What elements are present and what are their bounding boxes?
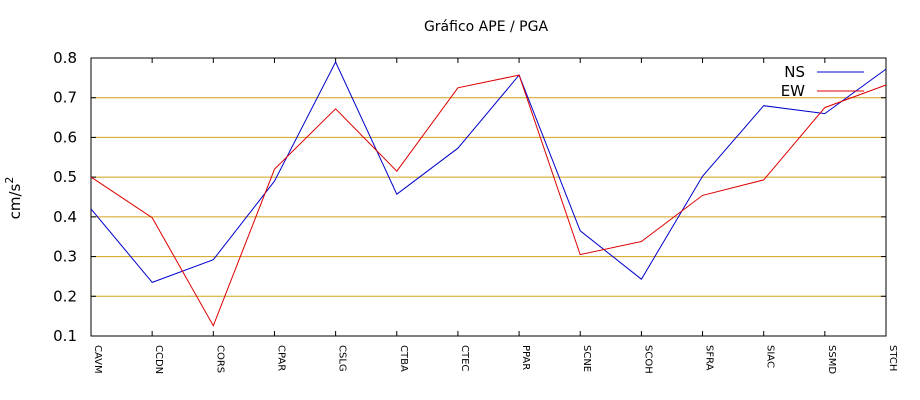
y-tick-label: 0.5 [53, 168, 77, 186]
x-tick-label: CAVM [92, 345, 103, 374]
x-tick-label: SCOH [642, 345, 653, 374]
grid-lines [91, 97, 886, 297]
legend-label: NS [784, 63, 805, 81]
x-tick-label: SFRA [704, 345, 715, 371]
y-tick-label: 0.6 [53, 128, 77, 146]
y-tick-label: 0.1 [53, 327, 77, 345]
x-tick-label: STCH [887, 345, 898, 371]
x-tick-label: CORS [214, 345, 225, 373]
x-tick-label: SCNE [581, 345, 592, 372]
x-tick-label: PPAR [520, 345, 531, 370]
x-tick-label: CCDN [153, 345, 164, 374]
legend-label: EW [781, 82, 805, 100]
y-tick-label: 0.3 [53, 248, 77, 266]
series-line-ns [90, 60, 887, 283]
y-tick-label: 0.2 [53, 287, 77, 305]
x-tick-label: CTEC [459, 345, 470, 371]
x-tick-label: CTBA [398, 345, 409, 372]
series-lines [90, 60, 887, 327]
chart-title: Gráfico APE / PGA [424, 19, 548, 35]
x-tick-label: CPAR [275, 345, 286, 371]
x-tick-label: SIAC [765, 345, 776, 368]
series-line-ew [90, 74, 887, 327]
x-axis-ticks: CAVM CCDN CORS CPAR CSLG CTBA CTEC PPAR SCNE SCOH… [90, 58, 898, 374]
plot-area-frame [90, 57, 887, 337]
y-tick-label: 0.8 [53, 49, 77, 67]
y-axis-ticks: 0.1 0.2 0.3 0.4 0.5 0.6 0.7 0.8 [53, 49, 886, 345]
x-tick-label: CSLG [337, 345, 348, 372]
y-axis-label: cm/s2 [3, 177, 24, 220]
x-tick-label: SSMD [826, 345, 837, 374]
y-tick-label: 0.4 [53, 208, 77, 226]
y-axis-label-text: cm/s [6, 183, 24, 219]
y-axis-label-exponent: 2 [3, 177, 16, 184]
y-tick-label: 0.7 [53, 89, 77, 107]
